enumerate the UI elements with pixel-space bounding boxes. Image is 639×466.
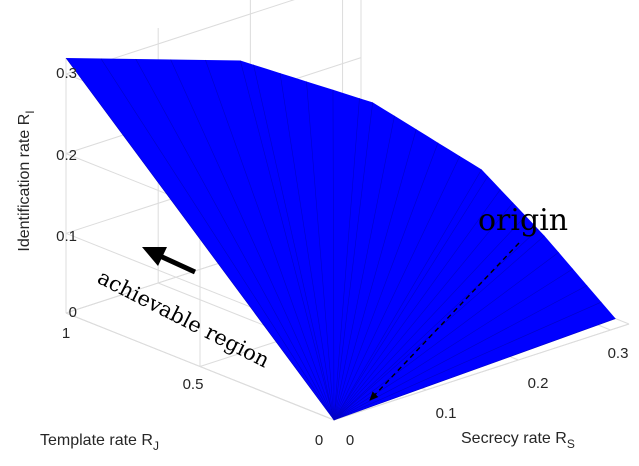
- achievable-region-surface: [65, 57, 616, 421]
- surface-mesh-line: [332, 89, 335, 421]
- axis-line: [333, 323, 630, 421]
- x-axis-ticks: 0 0.1 0.2 0.3: [346, 345, 629, 449]
- x-tick-label: 0.1: [436, 405, 457, 422]
- y-tick-label: 1: [62, 325, 70, 342]
- x-tick-label: 0: [346, 432, 354, 449]
- grid-line: [65, 0, 295, 75]
- origin-dashed-arrow: [369, 242, 520, 401]
- surface-mesh-line: [306, 81, 335, 421]
- x-tick-label: 0.2: [528, 375, 549, 392]
- surface-mesh-line: [333, 175, 489, 421]
- z-tick-label: 0.3: [56, 65, 77, 82]
- surface-mesh-line: [279, 73, 335, 421]
- surface-mesh-line: [333, 318, 616, 421]
- surface-mesh-line: [65, 57, 335, 421]
- surface-mesh-line: [333, 102, 373, 421]
- surface-mesh-line: [333, 235, 545, 421]
- surface-mesh-line: [333, 169, 482, 421]
- surface-mesh-line: [253, 64, 335, 421]
- achievable-region-arrow: [142, 247, 197, 275]
- surface-mesh-line: [333, 155, 461, 421]
- y-tick-label: 0.5: [183, 376, 204, 393]
- z-tick-label: 0.1: [56, 228, 77, 245]
- origin-annotation: origin: [478, 203, 568, 238]
- y-axis-label: Template rate RJ: [40, 432, 159, 453]
- surface-mesh-line: [205, 59, 335, 421]
- surface-mesh-line: [333, 142, 439, 421]
- axis-line: [65, 312, 335, 421]
- surface-patch: [66, 58, 616, 420]
- x-tick-label: 0.3: [608, 345, 629, 362]
- surface-mesh-line: [333, 98, 360, 421]
- z-axis-label: Identification rate RI: [16, 110, 37, 251]
- z-axis-ticks: 0.3 0.2 0.1 0: [56, 65, 77, 321]
- surface-mesh-line: [333, 301, 602, 421]
- y-tick-label: 0: [315, 432, 323, 449]
- y-axis-ticks: 1 0.5 0: [62, 325, 323, 449]
- surface-mesh-line: [170, 59, 335, 421]
- surface-mesh-line: [333, 202, 514, 421]
- surface-mesh-line: [333, 115, 395, 421]
- surface-mesh-line: [333, 228, 539, 421]
- x-axis-label: Secrecy rate RS: [461, 430, 575, 451]
- z-tick-label: 0.2: [56, 147, 77, 164]
- surface-mesh-line: [240, 60, 335, 421]
- surface-mesh-line: [333, 189, 501, 421]
- surface-mesh-line: [100, 58, 335, 421]
- z-tick-label: 0: [69, 304, 77, 321]
- surface-mesh-line: [135, 58, 335, 421]
- surface-mesh-line: [333, 129, 417, 421]
- surface-mesh-line: [333, 215, 526, 421]
